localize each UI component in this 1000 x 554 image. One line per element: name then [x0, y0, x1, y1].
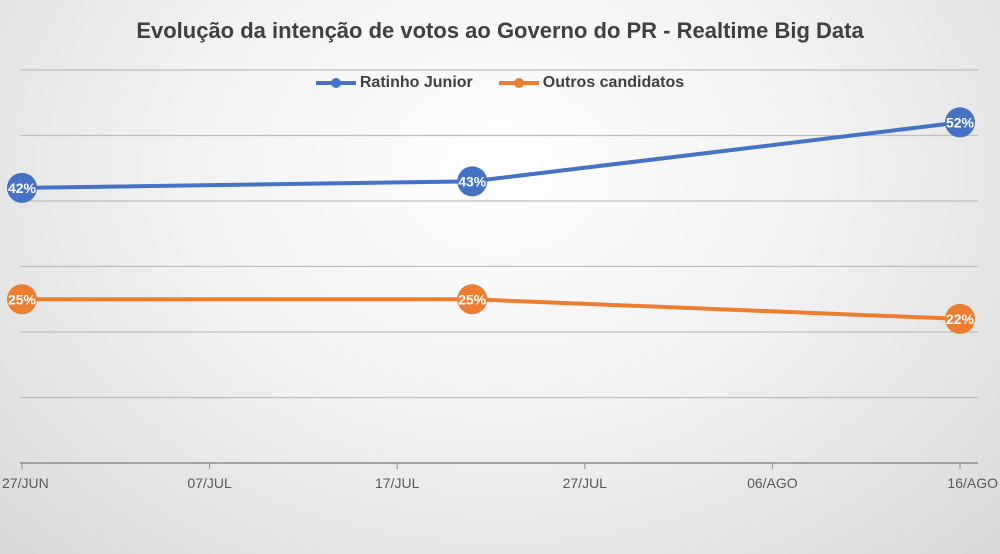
legend-label: Ratinho Junior	[359, 74, 473, 91]
data-label: 22%	[946, 311, 975, 327]
legend: Ratinho Junior Outros candidatos	[0, 74, 1000, 92]
x-tick-label: 06/AGO	[747, 475, 798, 491]
data-point	[7, 284, 37, 315]
data-label: 25%	[458, 291, 487, 307]
data-point	[457, 166, 488, 197]
data-label: 43%	[458, 173, 487, 189]
data-point	[7, 172, 37, 203]
x-tick-label: 27/JUL	[563, 475, 608, 491]
legend-marker-orange-icon	[498, 78, 539, 88]
data-label: 42%	[8, 180, 37, 196]
series-line	[21, 120, 961, 190]
legend-marker-blue-icon	[315, 78, 356, 88]
legend-label: Outros candidatos	[542, 74, 685, 91]
chart-title: Evolução da intenção de votos ao Governo…	[136, 18, 864, 43]
data-label: 25%	[8, 291, 37, 307]
x-tick-label: 07/JUL	[187, 475, 232, 491]
x-tick-label: 16/AGO	[947, 475, 998, 491]
data-point	[945, 303, 975, 334]
legend-item-outros: Outros candidatos	[498, 74, 685, 92]
data-point	[457, 284, 488, 315]
x-tick-label: 17/JUL	[375, 475, 420, 491]
legend-item-ratinho: Ratinho Junior	[315, 74, 473, 92]
x-tick-label: 27/JUN	[2, 475, 49, 491]
data-label: 52%	[946, 114, 975, 130]
data-point	[945, 107, 975, 138]
series-line	[22, 297, 961, 321]
